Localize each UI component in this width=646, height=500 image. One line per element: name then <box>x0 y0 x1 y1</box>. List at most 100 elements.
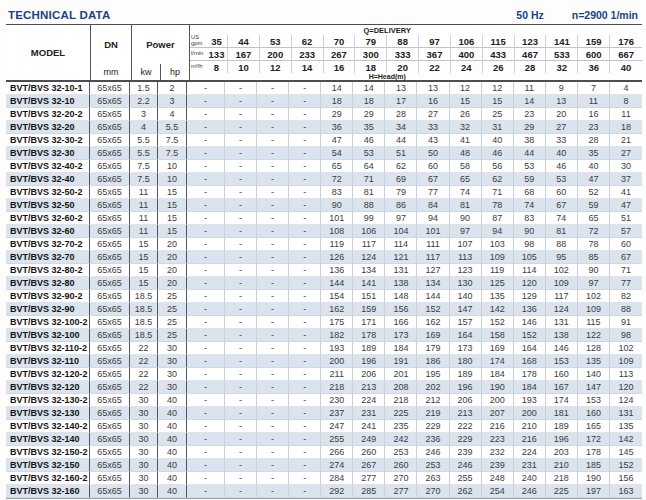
head-value-cell: 253 <box>417 459 449 472</box>
dn-cell: 65x65 <box>90 407 130 420</box>
head-value-cell: 88 <box>546 238 578 251</box>
head-value-cell: 58 <box>450 160 482 173</box>
head-value-cell: 52 <box>578 186 610 199</box>
head-value-cell: 102 <box>578 290 610 303</box>
head-value-cell: - <box>257 459 289 472</box>
head-value-cell: 206 <box>450 394 482 407</box>
head-value-cell: - <box>289 394 321 407</box>
head-value-cell: 206 <box>353 368 385 381</box>
head-value-cell: 240 <box>514 472 546 485</box>
model-cell: BVT/BVS 32-160 <box>6 485 90 498</box>
head-value-cell: 222 <box>450 420 482 433</box>
delivery-header-cell-lmin: 600 <box>578 48 610 61</box>
head-value-cell: 107 <box>450 238 482 251</box>
delivery-header-cell-lmin: 467 <box>515 48 547 61</box>
model-cell: BVT/BVS 32-40-2 <box>6 160 90 173</box>
hp-cell: 30 <box>158 368 187 381</box>
head-value-cell: - <box>225 95 257 108</box>
delivery-header-cell-lmin: 233 <box>292 48 324 61</box>
head-value-cell: - <box>225 108 257 121</box>
head-value-cell: 35 <box>353 121 385 134</box>
model-cell: BVT/BVS 32-100 <box>6 329 90 342</box>
head-value-cell: 167 <box>546 381 578 394</box>
head-value-cell: - <box>225 472 257 485</box>
head-value-cell: - <box>257 420 289 433</box>
delivery-value: 133 <box>206 49 227 60</box>
dn-cell: 65x65 <box>90 485 130 498</box>
head-value-cell: - <box>187 342 225 355</box>
model-cell: BVT/BVS 32-70-2 <box>6 238 90 251</box>
head-value-cell: - <box>289 381 321 394</box>
head-value-cell: 102 <box>546 264 578 277</box>
delivery-header-cell-gpm: 79 <box>355 35 387 48</box>
head-value-cell: 152 <box>417 303 449 316</box>
kw-cell: 11 <box>130 199 158 212</box>
head-value-cell: 98 <box>514 238 546 251</box>
head-value-cell: 195 <box>417 368 449 381</box>
head-value-cell: - <box>187 134 225 147</box>
delivery-value: 8 <box>206 62 227 73</box>
head-value-cell: 109 <box>578 303 610 316</box>
head-value-cell: 232 <box>482 446 514 459</box>
hp-cell: 20 <box>158 264 187 277</box>
head-value-cell: 202 <box>417 381 449 394</box>
hp-cell: 10 <box>158 173 187 186</box>
hp-cell: 40 <box>158 407 187 420</box>
head-value-cell: 60 <box>417 160 449 173</box>
table-row: BVT/BVS 32-5065x651115----90888684817874… <box>6 199 642 212</box>
head-value-cell: 229 <box>417 420 449 433</box>
head-value-cell: 246 <box>514 485 546 498</box>
delivery-header-cell-gpm: 123 <box>515 35 547 48</box>
head-value-cell: 71 <box>353 173 385 186</box>
head-value-cell: 114 <box>385 238 417 251</box>
table-row: BVT/BVS 32-11065x652230----2001961911861… <box>6 355 642 368</box>
head-value-cell: 29 <box>353 108 385 121</box>
head-value-cell: 184 <box>514 381 546 394</box>
head-value-cell: - <box>225 394 257 407</box>
head-value-cell: 173 <box>450 342 482 355</box>
head-value-cell: 71 <box>610 264 642 277</box>
head-value-cell: - <box>257 355 289 368</box>
head-value-cell: - <box>289 459 321 472</box>
head-value-cell: - <box>257 186 289 199</box>
speed-value: n=2900 1/min <box>572 9 638 21</box>
head-value-cell: 11 <box>578 95 610 108</box>
head-value-cell: - <box>187 329 225 342</box>
head-value-cell: 4 <box>610 82 642 95</box>
dn-cell: 65x65 <box>90 95 130 108</box>
hp-cell: 40 <box>158 433 187 446</box>
head-value-cell: 83 <box>321 186 353 199</box>
table-row: BVT/BVS 32-60-265x651115----101999794908… <box>6 212 642 225</box>
head-value-cell: - <box>225 381 257 394</box>
hp-cell: 30 <box>158 342 187 355</box>
delivery-header-cell-m3h: 40 <box>610 61 642 73</box>
model-cell: BVT/BVS 32-20-2 <box>6 108 90 121</box>
head-value-cell: 77 <box>417 186 449 199</box>
head-value-cell: - <box>225 407 257 420</box>
head-value-cell: - <box>289 342 321 355</box>
head-value-cell: - <box>187 264 225 277</box>
head-value-cell: - <box>187 407 225 420</box>
head-value-cell: 254 <box>482 485 514 498</box>
head-value-cell: - <box>289 420 321 433</box>
head-value-cell: 27 <box>546 121 578 134</box>
head-value-cell: - <box>187 381 225 394</box>
delivery-header-cell-lmin: 200 <box>260 48 292 61</box>
head-value-cell: 27 <box>417 108 449 121</box>
hp-cell: 15 <box>158 212 187 225</box>
head-value-cell: 48 <box>450 147 482 160</box>
head-value-cell: - <box>289 368 321 381</box>
head-value-cell: 12 <box>482 82 514 95</box>
head-value-cell: 122 <box>578 329 610 342</box>
head-value-cell: 152 <box>482 316 514 329</box>
head-value-cell: 17 <box>385 95 417 108</box>
head-value-cell: 225 <box>385 407 417 420</box>
header-dn-unit: mm <box>91 64 131 80</box>
head-value-cell: - <box>187 238 225 251</box>
head-value-cell: 53 <box>353 147 385 160</box>
head-value-cell: 189 <box>353 342 385 355</box>
kw-cell: 30 <box>130 446 158 459</box>
head-value-cell: 151 <box>353 290 385 303</box>
head-value-cell: - <box>289 95 321 108</box>
model-cell: BVT/BVS 32-130-2 <box>6 394 90 407</box>
